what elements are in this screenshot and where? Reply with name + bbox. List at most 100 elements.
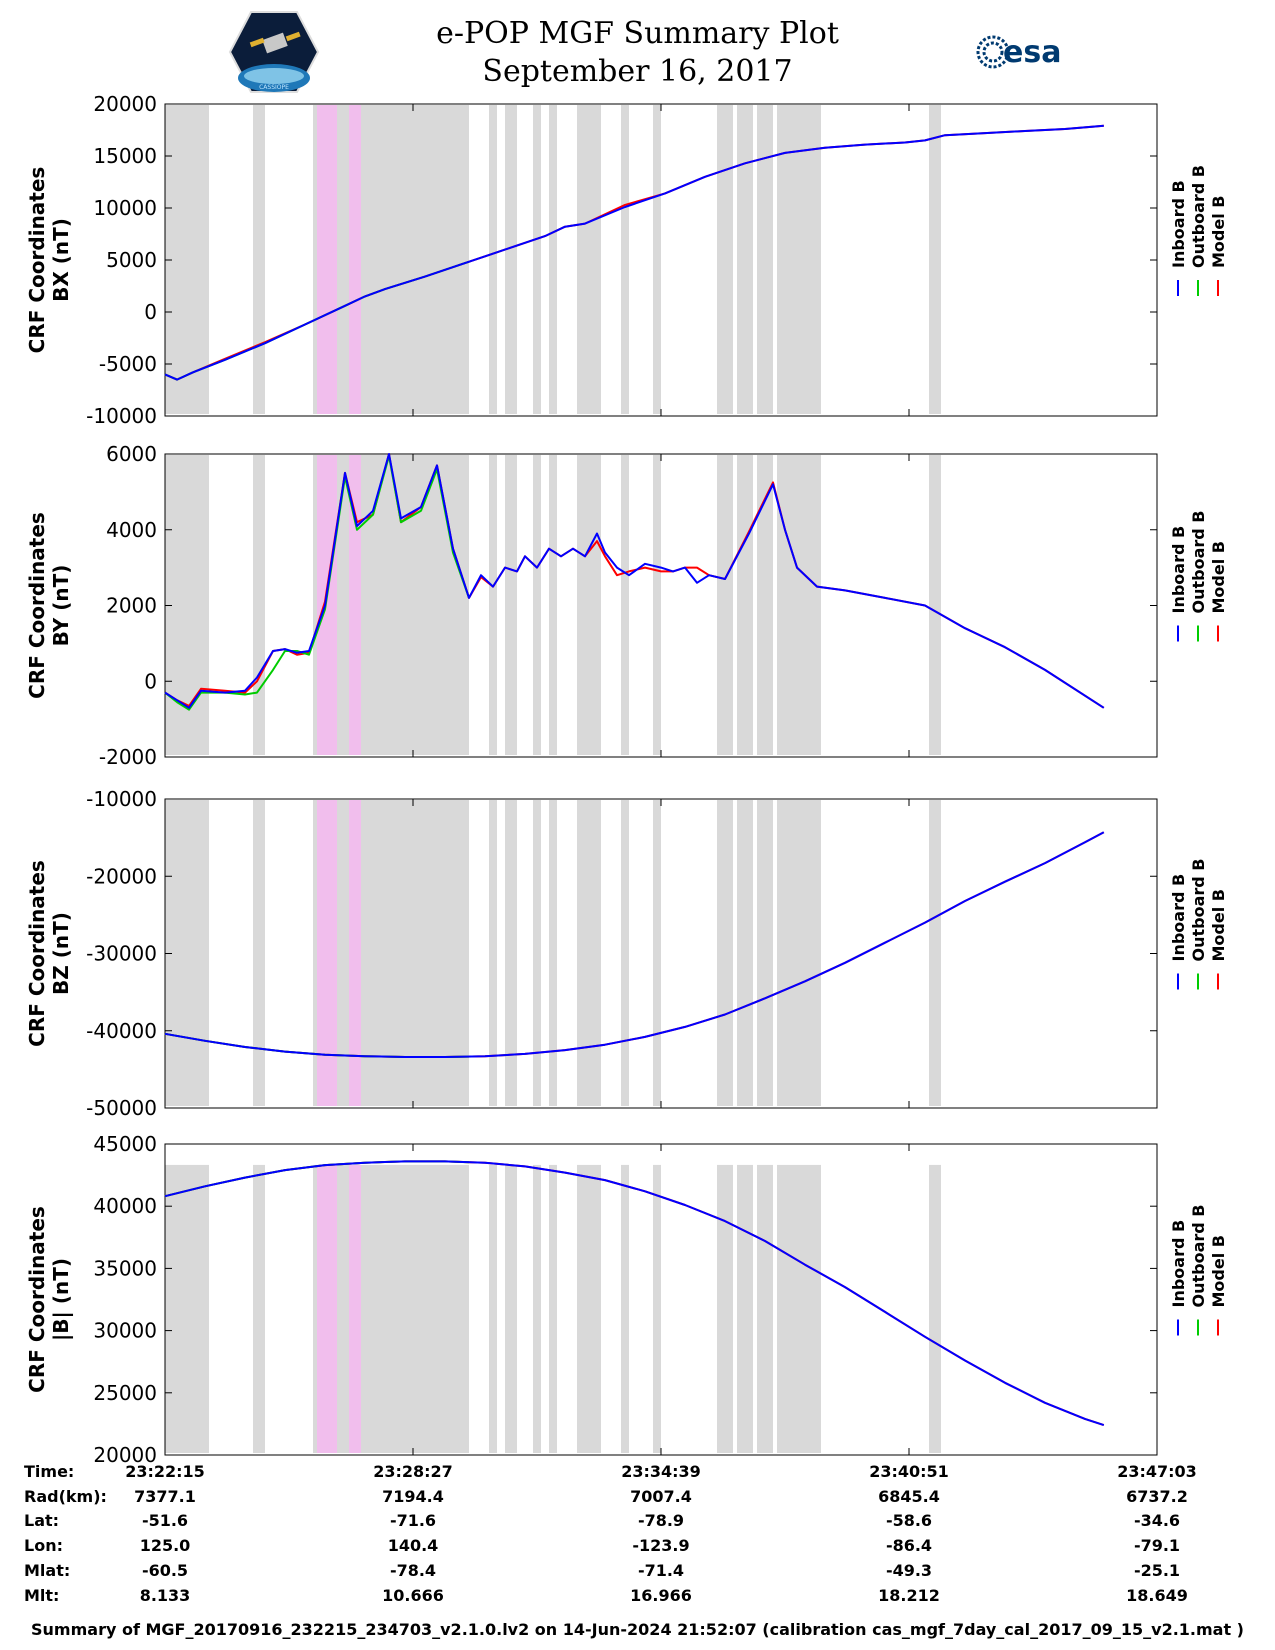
y-axis-label: CRF Coordinates|B| (nT) xyxy=(25,1206,73,1393)
gray-shade-band xyxy=(313,1164,469,1453)
model-b-line xyxy=(164,124,1104,381)
y-tick-label: 20000 xyxy=(93,1443,157,1467)
gray-shade-band xyxy=(929,455,941,755)
gray-shade-band xyxy=(577,105,601,414)
y-tick-label: 15000 xyxy=(93,144,157,168)
ephemeris-row-label: Mlat: xyxy=(24,1561,71,1580)
legend-label: Inboard B xyxy=(1169,180,1188,268)
legend-label: Inboard B xyxy=(1169,1220,1188,1308)
gray-shade-band xyxy=(757,105,773,414)
y-axis-label-line2: BX (nT) xyxy=(49,218,73,302)
pink-shade-band xyxy=(349,800,361,1106)
gray-shade-band xyxy=(621,105,629,414)
gray-shade-band xyxy=(757,800,773,1106)
cassiope-satellite-logo: CASSIOPE xyxy=(228,11,320,93)
panel-babs: 45000 40000 35000 30000 25000 20000 CRF Coordi… xyxy=(25,1132,1228,1467)
ephemeris-cell: 7377.1 xyxy=(134,1487,196,1506)
gray-shade-band xyxy=(505,1164,517,1453)
gray-shade-band xyxy=(737,105,753,414)
y-axis-label: CRF CoordinatesBZ (nT) xyxy=(25,860,73,1047)
pink-shade-band xyxy=(317,800,337,1106)
y-axis-label-line2: BY (nT) xyxy=(49,565,73,647)
gray-shade-band xyxy=(549,1164,557,1453)
legend-label: Model B xyxy=(1209,196,1228,268)
y-tick-label: -2000 xyxy=(99,745,157,769)
gray-shade-band xyxy=(653,1164,661,1453)
inboard-b-line xyxy=(164,453,1105,709)
gray-shade-band xyxy=(577,1164,601,1453)
gray-shade-band xyxy=(489,1164,497,1453)
y-tick-label: -5000 xyxy=(99,352,157,376)
gray-shade-band xyxy=(253,105,265,414)
ephemeris-row-label: Lon: xyxy=(24,1536,63,1555)
gray-shade-band xyxy=(777,800,821,1106)
ephemeris-row-label: Mlt: xyxy=(24,1586,60,1605)
gray-shade-band xyxy=(489,455,497,755)
gray-shade-band xyxy=(717,1164,733,1453)
gray-shade-band xyxy=(929,1164,941,1453)
gray-shade-band xyxy=(549,105,557,414)
ephemeris-cell: -71.4 xyxy=(637,1561,685,1580)
gray-shade-band xyxy=(165,800,209,1106)
gray-shade-band xyxy=(165,1164,209,1453)
gray-shade-band xyxy=(533,455,541,755)
ephemeris-cell: -25.1 xyxy=(1133,1561,1181,1580)
panel-bz: -10000 -20000 -30000 -40000 -50000 CRF Coordi… xyxy=(25,787,1228,1120)
ephemeris-cell: -49.3 xyxy=(885,1561,933,1580)
ephemeris-cell: -58.6 xyxy=(885,1511,933,1530)
gray-shade-band xyxy=(165,105,209,414)
legend-label: Model B xyxy=(1209,889,1228,961)
ephemeris-cell: -78.4 xyxy=(389,1561,437,1580)
gray-shade-band xyxy=(253,455,265,755)
ephemeris-cell: -34.6 xyxy=(1133,1511,1181,1530)
pink-shade-band xyxy=(317,105,337,414)
gray-shade-band xyxy=(489,105,497,414)
gray-shade-band xyxy=(653,105,661,414)
ephemeris-cell: 7007.4 xyxy=(630,1487,692,1506)
ephemeris-cell: 140.4 xyxy=(387,1536,439,1555)
y-tick-label: 10000 xyxy=(93,196,157,220)
y-axis-label-line1: CRF Coordinates xyxy=(25,1206,49,1393)
gray-shade-band xyxy=(253,1164,265,1453)
y-tick-label: -30000 xyxy=(86,942,157,966)
ephemeris-cell: -71.6 xyxy=(389,1511,437,1530)
y-axis-label-line2: |B| (nT) xyxy=(49,1258,73,1341)
inboard-b-line xyxy=(164,124,1104,381)
y-tick-label: 30000 xyxy=(93,1319,157,1343)
ephemeris-cell: 8.133 xyxy=(139,1586,191,1605)
inboard-b-line xyxy=(164,1160,1105,1427)
plot-title: e-POP MGF Summary Plot xyxy=(436,16,839,51)
gray-shade-band xyxy=(653,800,661,1106)
gray-shade-band xyxy=(577,800,601,1106)
model-b-line xyxy=(164,831,1105,1058)
ephemeris-cell: 7194.4 xyxy=(382,1487,444,1506)
y-tick-label: 6000 xyxy=(106,442,157,466)
outboard-b-line xyxy=(164,454,470,711)
legend-label: Outboard B xyxy=(1189,859,1208,962)
esa-logo-text: esa xyxy=(1003,35,1061,70)
ephemeris-cell: 18.212 xyxy=(878,1586,940,1605)
gray-shade-band xyxy=(621,800,629,1106)
ephemeris-cell: -86.4 xyxy=(885,1536,933,1555)
gray-shade-band xyxy=(737,1164,753,1453)
legend-label: Outboard B xyxy=(1189,1205,1208,1308)
ephemeris-cell: 18.649 xyxy=(1126,1586,1188,1605)
gray-shade-band xyxy=(777,455,821,755)
gray-shade-band xyxy=(505,455,517,755)
gray-shade-band xyxy=(929,105,941,414)
legend-label: Inboard B xyxy=(1169,874,1188,962)
legend-label: Outboard B xyxy=(1189,165,1208,268)
y-tick-label: 0 xyxy=(144,669,157,693)
ephemeris-cell: -79.1 xyxy=(1133,1536,1181,1555)
ephemeris-cell: -60.5 xyxy=(141,1561,189,1580)
ephemeris-cell: 23:40:51 xyxy=(869,1462,949,1481)
gray-shade-band xyxy=(549,800,557,1106)
ephemeris-cell: -123.9 xyxy=(632,1536,690,1555)
y-tick-label: 40000 xyxy=(93,1194,157,1218)
legend-label: Model B xyxy=(1209,1235,1228,1307)
ephemeris-row-label: Lat: xyxy=(24,1511,60,1530)
model-b-line xyxy=(164,453,1105,709)
gray-shade-band xyxy=(737,455,753,755)
gray-shade-band xyxy=(253,800,265,1106)
